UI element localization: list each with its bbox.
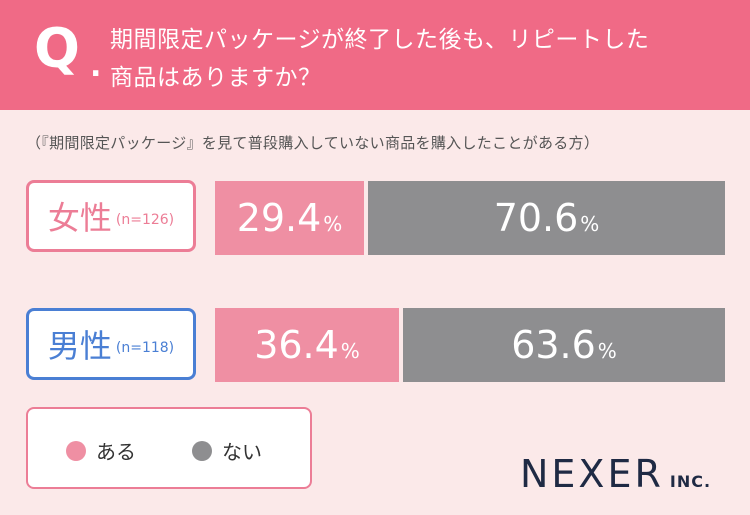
data-label: 70.6 [493,196,579,240]
bar-segment-aru: 36.4% [215,308,399,382]
logo-sub: INC. [669,472,712,491]
category-label-male: 男性 (n=118) [26,308,196,380]
legend-swatch-aru [66,440,86,461]
bar-segment-aru: 29.4% [215,181,364,255]
legend-item-nai: ない [192,436,262,465]
question-text-line2: 商品はありますか？ [110,65,322,91]
legend-label: ない [222,440,262,464]
bar-segment-nai: 63.6% [403,308,725,382]
category-label-female: 女性 (n=126) [26,180,196,252]
q-mark: Q [34,17,80,80]
question-text-line1: 期間限定パッケージが終了した後も、リピートした [110,27,650,53]
bar-segment-nai: 70.6% [368,181,725,255]
chart-subtitle: （『期間限定パッケージ』を見て普段購入していない商品を購入したことがある方） [26,134,600,152]
logo-main: NEXER [520,452,664,496]
q-dot: . [90,49,102,84]
data-label: 36.4 [254,323,339,367]
legend-item-aru: ある [66,436,136,465]
bar-row-male: 36.4% 63.6% [215,308,725,382]
data-label-unit: % [597,339,617,363]
legend-label: ある [96,440,136,464]
category-label-n: (n=126) [115,212,175,228]
company-logo: NEXER INC. [520,452,711,496]
data-label-unit: % [340,339,360,363]
category-label-main: 女性 [47,199,112,237]
bar-row-female: 29.4% 70.6% [215,181,725,255]
data-label-unit: % [580,212,600,236]
data-label: 63.6 [511,323,596,367]
category-label-main: 男性 [47,327,112,365]
data-label: 29.4 [236,196,322,240]
data-label-unit: % [323,212,343,236]
question-header: Q . 期間限定パッケージが終了した後も、リピートした 商品はありますか？ [0,0,750,110]
category-label-n: (n=118) [115,340,175,356]
chart-legend: ある ない [26,407,312,489]
legend-swatch-nai [192,440,212,461]
